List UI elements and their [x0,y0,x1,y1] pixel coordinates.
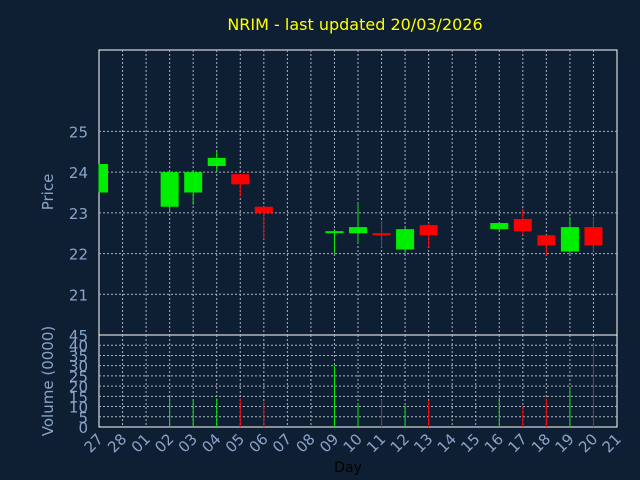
x-tick-label: 08 [293,430,319,456]
x-tick-label: 03 [175,430,201,456]
candle-body [160,172,179,207]
volume-tick-label: 25 [69,368,88,386]
price-tick-label: 23 [69,205,88,223]
x-tick-label: 07 [269,430,295,456]
x-tick-label: 14 [434,430,460,456]
x-tick-label: 15 [457,430,483,456]
candle-body [537,235,556,246]
x-tick-label: 12 [387,430,413,456]
volume-tick-label: 30 [69,358,88,376]
candle-body [513,218,532,232]
candle-body [584,227,603,246]
candle-body [396,229,415,250]
x-axis-label: Day [334,460,362,476]
x-tick-label: 04 [198,430,224,456]
x-tick-label: 06 [245,430,271,456]
price-y-ticks: 21 22 23 24 25 [69,123,88,304]
x-tick-label: 02 [151,430,177,456]
chart-title: NRIM - last updated 20/03/2026 [227,15,482,34]
x-tick-label: 09 [316,430,342,456]
candle-body [560,227,579,252]
price-axis-label: Price [39,174,57,211]
volume-bar-series [169,343,594,427]
candle-body [419,225,438,236]
candle-body [349,227,367,234]
volume-axis-label: Volume (0000) [39,326,57,436]
volume-tick-label: 40 [69,337,88,355]
x-tick-label: 01 [128,430,154,456]
candle-body [184,172,203,193]
volume-tick-label: 45 [69,327,88,345]
volume-tick-label: 10 [69,399,88,417]
x-tick-label: 05 [222,430,248,456]
x-tick-label: 11 [363,430,389,456]
x-tick-label: 28 [104,430,130,456]
volume-tick-label: 35 [69,347,88,365]
x-tick-label: 17 [504,430,530,456]
candle-body [254,206,273,213]
x-tick-label: 13 [410,430,436,456]
candle-body [325,231,344,234]
x-tick-label: 21 [599,430,625,456]
candle-body [372,233,391,236]
x-tick-label: 19 [552,430,578,456]
price-grid [99,50,617,335]
x-tick-label: 20 [575,430,601,456]
volume-tick-label: 0 [78,419,88,437]
price-tick-label: 25 [69,123,88,141]
volume-tick-label: 20 [69,378,88,396]
price-tick-label: 21 [69,286,88,304]
volume-tick-label: 5 [78,409,88,427]
price-tick-label: 24 [69,164,88,182]
price-tick-label: 22 [69,246,88,264]
x-tick-label: 10 [340,430,366,456]
candle-body [231,174,250,185]
volume-tick-label: 15 [69,388,88,406]
x-axis-ticks: 2728010203040506070809101112131415161718… [81,430,625,456]
candle-body [490,223,509,230]
candle-body [99,164,108,193]
x-tick-label: 18 [528,430,554,456]
x-tick-label: 16 [481,430,507,456]
candlestick-series [98,151,603,256]
candle-body [207,157,226,167]
